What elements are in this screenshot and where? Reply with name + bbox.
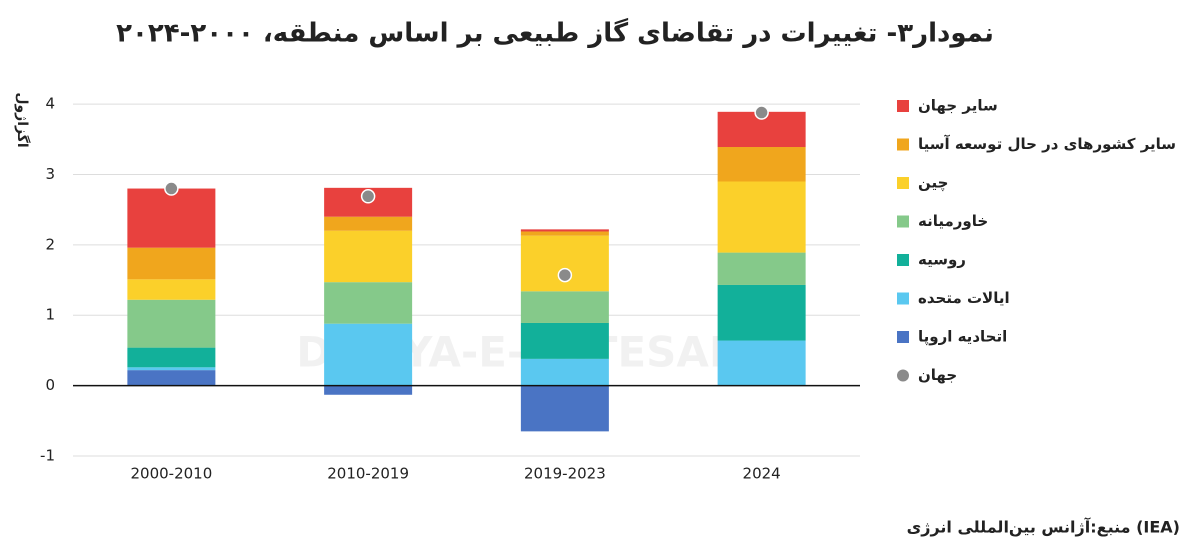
legend-label: اتحادیه اروپا	[918, 328, 1007, 347]
legend-label: خاورمیانه	[918, 212, 988, 230]
bar-segment	[127, 367, 216, 371]
y-tick-label: -1	[40, 447, 55, 465]
bar-segment	[520, 358, 609, 386]
y-tick-label: 0	[45, 376, 55, 394]
bar-segment	[717, 284, 806, 341]
bar-segment	[520, 291, 609, 323]
y-axis-label: اگزاژول	[14, 92, 31, 147]
bar-segment	[324, 230, 413, 283]
y-tick-label: 1	[45, 306, 55, 324]
bar-segment	[324, 385, 413, 395]
x-tick-label: 2019-2023	[524, 465, 606, 483]
legend-label: روسیه	[918, 251, 966, 269]
bar-segment	[127, 188, 216, 248]
world-point	[164, 181, 179, 196]
y-tick-label: 3	[45, 165, 55, 183]
x-tick-label: 2024	[743, 465, 781, 483]
bar-segment	[127, 247, 216, 280]
legend-label: جهان	[918, 366, 957, 384]
bar-segment	[127, 299, 216, 348]
x-tick-label: 2000-2010	[130, 465, 212, 483]
legend-label: ایالات متحده	[918, 289, 1010, 307]
y-tick-label: 4	[45, 95, 55, 113]
legend-swatch	[897, 100, 909, 112]
world-point	[557, 267, 573, 283]
bar-segment	[127, 347, 216, 368]
legend-label: سایر جهان	[918, 97, 998, 115]
bar-segment	[324, 323, 413, 386]
legend-label: سایر کشورهای در حال توسعه آسیا	[918, 135, 1176, 153]
bar-segment	[520, 229, 609, 232]
legend-swatch	[897, 369, 909, 382]
legend-swatch	[897, 331, 909, 343]
bar-segment	[127, 279, 216, 300]
world-point	[754, 105, 769, 120]
bar-segment	[717, 181, 806, 253]
bar-segment	[324, 282, 413, 324]
bar-segment	[717, 340, 806, 386]
source: منبع:آژانس بین‌المللی انرژی (IEA)	[907, 517, 1180, 537]
legend-swatch	[897, 254, 909, 266]
world-point	[360, 189, 376, 204]
chart-title: نمودار۳- تغییرات در تقاضای گاز طبیعی بر …	[116, 18, 994, 49]
y-tick-label: 2	[45, 235, 55, 253]
legend-swatch	[897, 292, 909, 305]
bar-segment	[520, 231, 609, 236]
bar-segment	[127, 370, 216, 386]
bar-segment	[717, 147, 806, 182]
bar-segment	[520, 322, 609, 359]
bar-segment	[717, 252, 806, 285]
bar-segment	[520, 235, 609, 292]
x-tick-label: 2010-2019	[327, 465, 409, 483]
legend-swatch	[897, 215, 909, 228]
bar-segment	[520, 385, 609, 432]
legend-swatch	[897, 138, 909, 151]
legend-swatch	[897, 177, 909, 189]
bar-segment	[324, 216, 413, 231]
legend-label: چین	[918, 174, 948, 193]
